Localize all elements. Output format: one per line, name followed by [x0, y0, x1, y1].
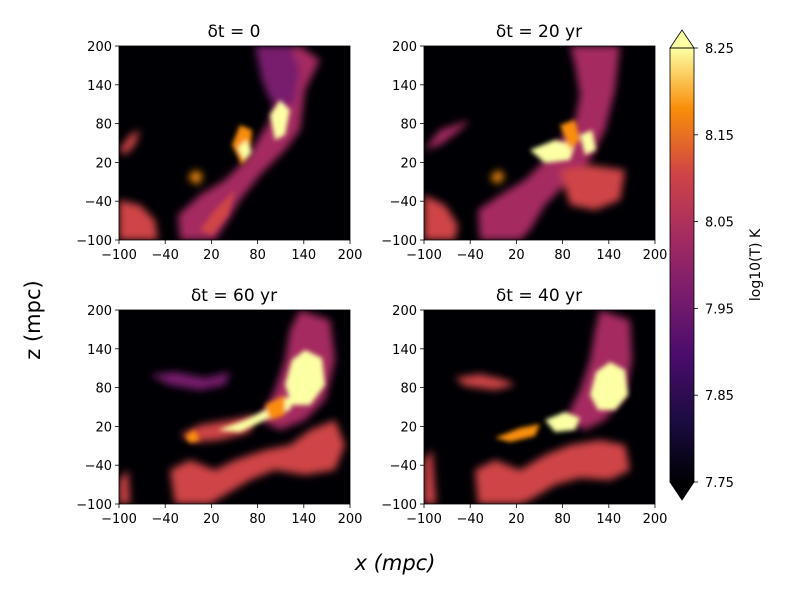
x-tick-label: 140: [291, 512, 316, 527]
x-tick-label: 140: [291, 248, 316, 263]
y-tick-label: −40: [390, 459, 417, 474]
y-tick-label: −40: [85, 195, 112, 210]
x-tick-label: 80: [554, 248, 571, 263]
heatmap-field: [424, 46, 625, 240]
y-tick-label: 20: [400, 420, 417, 435]
colorbar-frame: [669, 47, 695, 483]
y-tick-label: 20: [95, 420, 112, 435]
y-tick-label: −40: [85, 459, 112, 474]
colorbar-tick-label: 7.95: [705, 302, 734, 317]
x-tick-label: −100: [101, 512, 137, 527]
axes-frame: [423, 309, 656, 505]
colorbar-tick-label: 8.25: [705, 42, 734, 57]
x-tick-label: 20: [203, 512, 220, 527]
axes-frame: [118, 309, 351, 505]
y-tick-label: −100: [76, 234, 112, 249]
x-tick-label: 80: [249, 512, 266, 527]
x-tick-label: 200: [643, 512, 668, 527]
axes-frame: [118, 45, 351, 241]
y-tick-label: −100: [381, 498, 417, 513]
y-tick-label: 200: [392, 40, 417, 55]
y-tick-label: 200: [392, 304, 417, 319]
panel-dt40: δt = 40 yr: [423, 286, 656, 505]
colorbar-gradient: [670, 48, 694, 482]
colorbar-ticks: 8.25 8.15 8.05 7.95 7.85 7.75: [694, 42, 734, 491]
colorbar-tick-label: 8.15: [705, 129, 734, 144]
heatmap-field: [119, 46, 320, 240]
panel-title: δt = 20 yr: [496, 22, 582, 42]
y-tick-label: 80: [95, 382, 112, 397]
x-tick-label: 20: [508, 248, 525, 263]
x-axis-label: x (mpc): [354, 551, 436, 575]
x-tick-label: −40: [151, 248, 178, 263]
x-tick-label: 140: [596, 512, 621, 527]
panel-dt60: δt = 60 yr: [118, 286, 351, 505]
y-tick-label: −100: [381, 234, 417, 249]
heatmap-field: [119, 310, 345, 504]
colorbar-tick-label: 8.05: [705, 216, 734, 231]
y-tick-label: 200: [87, 304, 112, 319]
x-tick-label: 200: [338, 512, 363, 527]
y-tick-label: 140: [392, 79, 417, 94]
x-tick-label: 20: [203, 248, 220, 263]
colorbar-tick-label: 7.75: [705, 476, 734, 491]
colorbar-extend-bottom: [669, 481, 695, 501]
x-tick-label: 200: [643, 248, 668, 263]
y-tick-label: 200: [87, 40, 112, 55]
y-tick-label: −100: [76, 498, 112, 513]
x-tick-label: 80: [249, 248, 266, 263]
y-tick-label: 80: [95, 118, 112, 133]
panel-title: δt = 0: [208, 22, 261, 42]
y-tick-label: 80: [400, 118, 417, 133]
colorbar-extend-top: [669, 29, 695, 49]
colorbar: 8.25 8.15 8.05 7.95 7.85 7.75 log10(T) K: [669, 29, 764, 501]
panel-dt0: δt = 0: [118, 22, 351, 241]
panel-title: δt = 40 yr: [496, 286, 582, 306]
y-tick-label: −40: [390, 195, 417, 210]
heatmap-field: [424, 310, 632, 504]
x-tick-label: 20: [508, 512, 525, 527]
y-tick-label: 140: [87, 79, 112, 94]
x-tick-label: −40: [456, 248, 483, 263]
y-axis-label: z (mpc): [21, 280, 45, 359]
axes-frame: [423, 45, 656, 241]
y-tick-label: 20: [95, 156, 112, 171]
x-tick-label: −40: [456, 512, 483, 527]
x-tick-label: 80: [554, 512, 571, 527]
y-tick-label: 20: [400, 156, 417, 171]
x-tick-label: −100: [101, 248, 137, 263]
y-tick-label: 140: [87, 343, 112, 358]
panel-title: δt = 60 yr: [191, 286, 277, 306]
x-tick-label: 140: [596, 248, 621, 263]
x-tick-label: −100: [406, 248, 442, 263]
y-tick-label: 80: [400, 382, 417, 397]
y-tick-label: 140: [392, 343, 417, 358]
panel-dt20: δt = 20 yr: [423, 22, 656, 241]
colorbar-label: log10(T) K: [748, 228, 764, 301]
x-tick-label: −100: [406, 512, 442, 527]
colorbar-tick-label: 7.85: [705, 389, 734, 404]
x-tick-label: −40: [151, 512, 178, 527]
x-tick-label: 200: [338, 248, 363, 263]
